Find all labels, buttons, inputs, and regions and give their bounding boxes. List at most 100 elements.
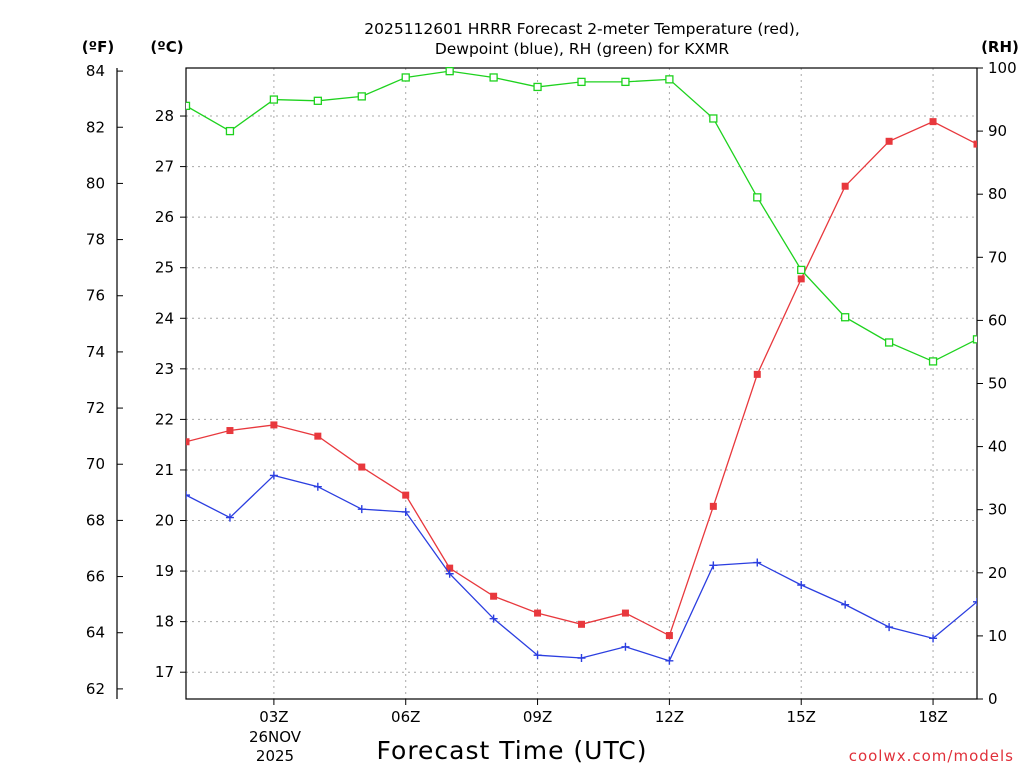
celsius-unit-label: (ºC) [150,38,183,56]
x-tick-label: 12Z [655,708,684,726]
dewpoint-point [489,614,498,623]
rh-tick-label: 0 [988,690,998,708]
temperature-point [314,432,322,440]
rh-point [928,357,938,366]
fahrenheit-tick-label: 70 [86,455,105,473]
dewpoint-point [621,642,630,651]
temperature-point [270,421,278,429]
fahrenheit-unit-label: (ºF) [82,38,114,56]
dewpoint-point [753,558,762,567]
temperature-point [709,502,717,510]
rh-tick-label: 40 [988,438,1007,456]
date-label-day: 26NOV [249,728,302,746]
fahrenheit-tick-label: 64 [86,624,105,642]
celsius-tick-label: 18 [155,613,174,631]
celsius-tick-label: 26 [155,208,174,226]
temperature-point [578,620,585,628]
rh-point [225,126,235,136]
rh-tick-label: 50 [988,375,1007,393]
rh-point [709,114,718,123]
temperature-point [885,137,893,145]
fahrenheit-tick-label: 74 [86,343,105,361]
dewpoint-point [186,491,190,500]
rh-point [753,193,762,202]
celsius-tick-label: 21 [155,461,174,479]
series-layer [186,67,977,665]
x-tick-label: 18Z [918,708,947,726]
fahrenheit-tick-label: 66 [86,568,105,586]
temperature-point [621,609,629,617]
axes: 03Z 06Z 09Z 12Z 15Z 18Z 17 18 19 20 21 22 23 24 25 26 27… [86,59,1017,726]
rh-point [313,96,322,105]
rh-point [186,101,191,111]
celsius-tick-label: 27 [155,158,174,176]
dewpoint-point [841,600,850,609]
temperature-point [929,118,937,126]
temperature-point [753,370,761,378]
rh-tick-label: 60 [988,311,1007,329]
rh-tick-label: 100 [988,59,1017,77]
celsius-tick-label: 20 [155,512,174,530]
dewpoint-point [665,656,674,665]
dewpoint-point [313,482,322,491]
celsius-tick-label: 17 [155,663,174,681]
plot-frame [185,67,978,700]
rh-point [269,95,279,104]
fahrenheit-tick-label: 80 [86,174,105,192]
dewpoint-point [533,651,542,660]
rh-point [489,73,498,82]
fahrenheit-tick-label: 72 [86,399,105,417]
temperature-point [446,564,454,572]
grid-lines [186,68,977,699]
celsius-tick-label: 22 [155,410,174,428]
celsius-tick-label: 25 [155,259,174,277]
temperature-point [665,632,673,640]
x-axis-label: Forecast Time (UTC) [377,736,648,765]
celsius-tick-label: 28 [155,107,174,125]
rh-point [445,67,454,76]
temperature-point [490,592,498,600]
x-tick-label: 03Z [259,708,288,726]
fahrenheit-tick-label: 68 [86,511,105,529]
dewpoint-point [929,634,938,643]
temperature-series-line [186,120,977,637]
fahrenheit-tick-label: 62 [86,680,105,698]
temperature-point [226,427,234,435]
fahrenheit-tick-label: 82 [86,118,105,136]
rh-tick-label: 70 [988,248,1007,266]
rh-point [797,265,806,275]
dewpoint-point [973,597,977,606]
date-label-year: 2025 [256,747,294,765]
dewpoint-point [401,507,410,516]
rh-point [621,77,630,87]
rh-tick-label: 90 [988,122,1007,140]
rh-point [401,73,410,82]
credit-label: coolwx.com/models [849,747,1014,765]
temperature-point [841,182,849,190]
rh-point [884,338,894,347]
x-tick-label: 15Z [787,708,816,726]
temperature-point [973,140,977,148]
fahrenheit-tick-label: 84 [86,62,105,80]
rh-tick-label: 20 [988,564,1007,582]
rh-tick-label: 10 [988,627,1007,645]
fahrenheit-tick-label: 76 [86,287,105,305]
dewpoint-point [577,654,586,662]
rh-point [972,335,977,344]
temperature-point [534,609,542,617]
temperature-point [358,463,366,471]
rh-unit-label: (RH) [981,38,1019,56]
celsius-tick-label: 23 [155,360,174,378]
x-tick-label: 09Z [523,708,552,726]
rh-point [841,313,850,322]
chart-title-line-2: Dewpoint (blue), RH (green) for KXMR [435,40,730,58]
temperature-point [186,438,190,446]
dewpoint-point [797,580,806,589]
rh-point [577,77,586,87]
chart-title-line-1: 2025112601 HRRR Forecast 2-meter Tempera… [364,20,800,38]
rh-point [533,82,542,92]
rh-point [665,75,674,84]
dewpoint-point [885,623,894,632]
rh-tick-label: 80 [988,185,1007,203]
